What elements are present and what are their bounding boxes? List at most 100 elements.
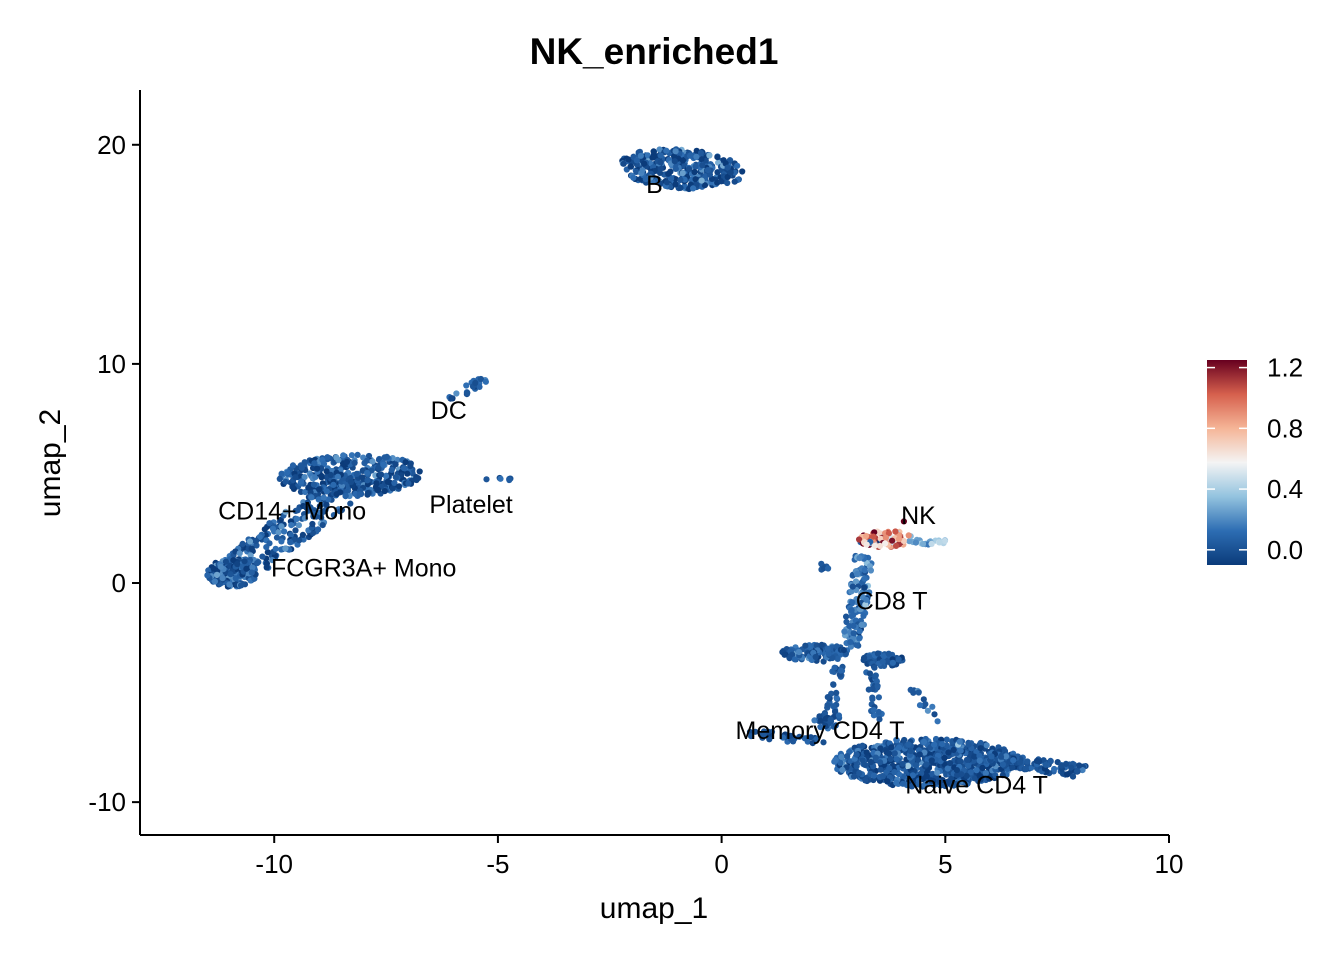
data-point [824,702,831,709]
data-point [977,745,984,752]
data-point [1022,765,1029,772]
data-point [234,560,241,568]
data-point [861,567,868,574]
data-point [272,545,279,552]
data-point [1076,762,1083,769]
data-point [906,538,913,545]
x-tick-label: -5 [486,849,509,879]
data-point [663,147,670,154]
data-point [316,486,323,493]
cluster-label: Platelet [429,491,512,519]
data-point [672,176,679,183]
data-point [849,583,856,590]
data-point [698,156,705,163]
data-point [912,762,920,769]
data-point [900,537,907,545]
data-point [838,753,845,761]
data-point [330,481,337,488]
data-point [404,470,411,477]
data-point [923,761,930,768]
y-tick-label: 0 [112,568,126,598]
data-point [668,175,675,182]
data-point [992,772,999,779]
data-point [872,754,879,761]
data-point [275,529,282,536]
colorbar-ticks: 0.0 0.4 0.8 1.2 [1207,353,1303,565]
data-point [873,678,881,685]
data-point [943,736,950,743]
data-point [388,466,395,473]
data-point [930,777,937,785]
data-point [222,558,229,565]
data-point [369,458,376,465]
data-point [905,762,912,770]
data-point [472,379,479,386]
data-point [876,542,884,550]
data-point [336,508,344,515]
data-point [365,489,372,497]
data-point [875,694,883,701]
data-point [928,540,935,548]
data-point [657,152,664,159]
data-point [630,174,637,181]
data-point [888,744,895,751]
data-point [820,739,827,746]
data-point [305,484,312,491]
data-point [654,176,662,183]
data-point [292,474,299,481]
data-point [320,508,327,515]
data-point [679,157,687,164]
data-point [665,170,672,177]
data-point [882,534,890,541]
data-point [1002,753,1010,760]
data-point [791,656,798,663]
data-point [817,723,824,731]
data-point [282,478,289,485]
data-point [204,572,211,579]
data-point [831,664,838,671]
data-point [787,732,794,739]
data-point [899,760,906,767]
data-point [779,734,787,741]
data-point [293,515,300,523]
data-point [862,601,869,608]
data-point [941,537,949,545]
data-point [866,589,873,596]
data-point [310,481,317,488]
data-point [253,537,260,545]
data-point [734,162,741,169]
cluster-label: Memory CD4 T [736,717,905,745]
data-point [846,623,853,630]
colorbar-legend: 0.0 0.4 0.8 1.2 [1207,353,1303,565]
data-point [724,179,731,187]
y-tick-label: 20 [97,130,126,160]
data-point [389,485,396,492]
data-point [323,468,330,475]
data-point [625,156,632,163]
data-point [866,670,874,677]
data-point [840,647,847,654]
data-point [714,169,721,176]
data-point [929,703,936,710]
data-point [879,773,887,780]
data-point [246,538,254,545]
data-point [896,535,903,543]
data-point [463,382,470,389]
data-point [853,751,860,758]
data-point [867,758,875,766]
data-point [817,717,824,724]
data-point [690,185,697,192]
data-point [861,575,868,582]
data-point [391,479,398,486]
data-point [375,486,382,494]
data-point [877,766,884,773]
data-point [885,650,892,657]
data-point [205,567,212,574]
data-point [874,682,881,690]
data-point [337,489,344,496]
data-point [936,778,943,785]
cluster-label: NK [901,502,936,530]
data-point [699,162,706,169]
data-point [837,667,844,674]
data-point [701,182,709,189]
